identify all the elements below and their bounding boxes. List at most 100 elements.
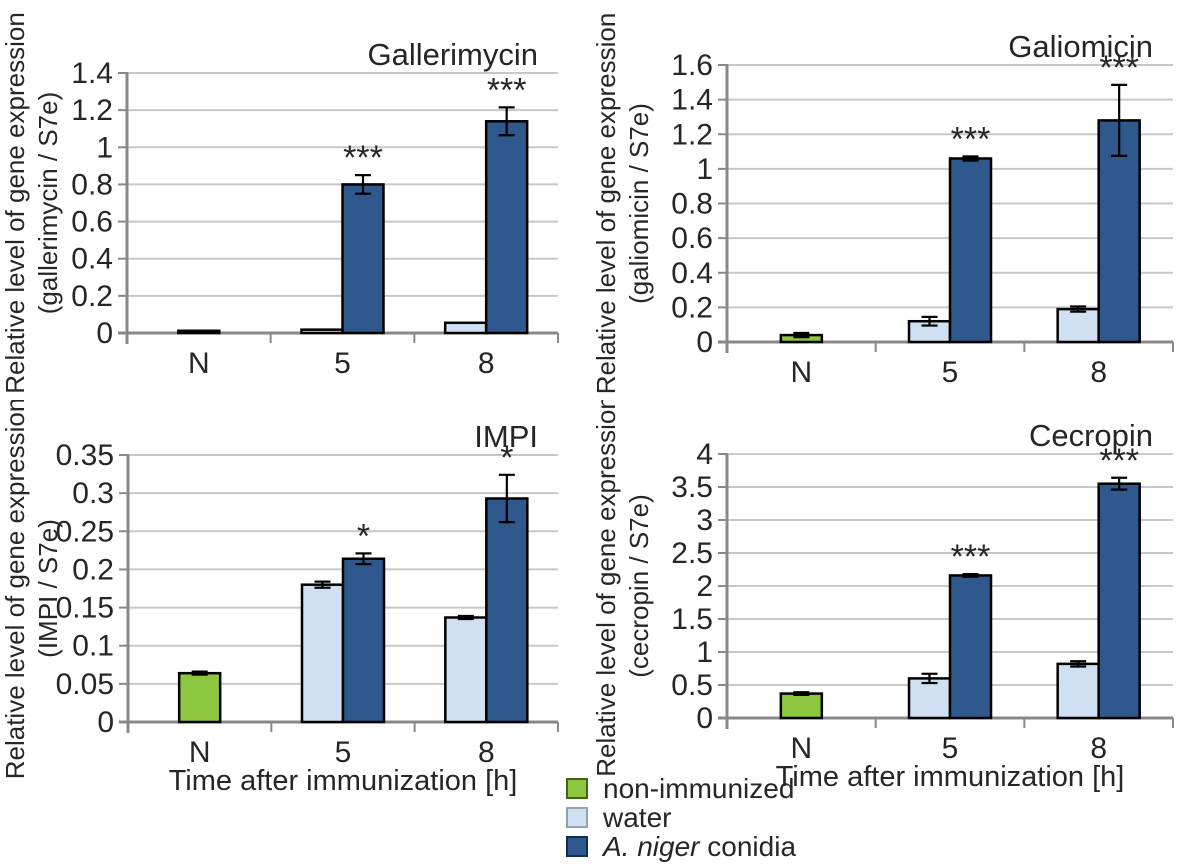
- bar: [300, 328, 344, 335]
- legend-item-conidia: A. niger conidia: [566, 831, 797, 862]
- y-tick-label: 0.2: [72, 553, 114, 586]
- bar: [948, 157, 993, 344]
- y-tick-label: 0.15: [56, 592, 114, 625]
- y-tick-label: 0.25: [56, 515, 114, 548]
- y-tick-label: 1: [696, 636, 713, 669]
- x-tick-label: N: [790, 356, 812, 389]
- chart-gallerimycin: 00.20.40.60.811.21.4N 5***8***Gallerimyci…: [0, 12, 559, 394]
- y-tick-label: 2.5: [671, 537, 713, 570]
- y-axis-label-line1: Relative level of gene expression: [0, 12, 30, 394]
- x-axis-label: Time after immunization [h]: [169, 765, 518, 797]
- bar: [484, 120, 529, 335]
- y-tick-label: 0.35: [56, 439, 114, 472]
- y-tick-label: 0.2: [671, 291, 713, 324]
- y-tick-label: 0.6: [671, 222, 713, 255]
- y-tick-label: 0: [97, 706, 114, 739]
- y-tick-label: 0.2: [71, 280, 113, 313]
- x-tick-label: N: [189, 736, 211, 769]
- y-tick-label: 3.5: [671, 471, 713, 504]
- x-tick-label: 5: [942, 732, 959, 765]
- legend: non-immunized water A. niger conidia: [566, 773, 797, 862]
- y-tick-label: 1: [696, 153, 713, 186]
- legend-label-text: non-immunized: [603, 773, 795, 804]
- y-tick-label: 2: [696, 570, 713, 603]
- y-axis-label-line1: Relative level of gene expression: [591, 13, 621, 395]
- chart-impi: 00.050.10.150.20.250.30.35N 5*8*IMPIRelat…: [0, 400, 559, 797]
- bar: [907, 677, 952, 720]
- y-tick-label: 0.05: [56, 668, 114, 701]
- y-axis-label-line2: (cecropin / S7e): [624, 494, 654, 678]
- y-tick-label: 3: [696, 504, 713, 537]
- legend-item-non-immunized: non-immunized: [566, 773, 796, 804]
- bar: [300, 583, 345, 724]
- x-tick-label: 5: [942, 356, 959, 389]
- significance-label: *: [357, 517, 370, 555]
- chart-cecropin: 00.511.522.533.54N 5***8***CecropinRelati…: [591, 400, 1174, 793]
- y-tick-label: 1.2: [71, 94, 113, 127]
- x-tick-label: 8: [478, 736, 495, 769]
- y-axis-label-line2: (IMPI / S7e): [33, 519, 63, 658]
- y-tick-label: 0.5: [671, 669, 713, 702]
- legend-item-water: water: [566, 802, 796, 833]
- x-tick-label: N: [790, 732, 812, 765]
- significance-label: ***: [1099, 442, 1139, 480]
- bar: [1097, 119, 1141, 344]
- bar: [948, 574, 993, 720]
- x-tick-label: 5: [334, 347, 351, 380]
- y-tick-label: 0.8: [671, 188, 713, 221]
- y-tick-label: 1.2: [671, 118, 713, 151]
- y-tick-label: 0.4: [671, 257, 713, 290]
- y-tick-label: 0.8: [71, 168, 113, 201]
- x-tick-label: N: [188, 347, 210, 380]
- x-tick-label: 8: [478, 347, 495, 380]
- bar: [1097, 482, 1141, 720]
- y-tick-label: 4: [696, 438, 713, 471]
- x-tick-label: 8: [1090, 732, 1107, 765]
- y-tick-label: 0.4: [71, 243, 113, 276]
- y-tick-label: 0: [696, 326, 713, 359]
- legend-label-text: water: [603, 802, 672, 833]
- y-axis-label-line2: (galiomicin / S7e): [624, 103, 654, 304]
- significance-label: ***: [951, 120, 991, 158]
- significance-label: ***: [487, 71, 527, 109]
- y-tick-label: 1.4: [71, 57, 113, 90]
- bar: [1056, 662, 1100, 720]
- y-tick-label: 1.5: [671, 603, 713, 636]
- significance-label: ***: [951, 538, 991, 576]
- y-axis-label-line2: (gallerimycin / S7e): [33, 92, 63, 315]
- y-tick-label: 1.4: [671, 84, 713, 117]
- chart-title: IMPI: [474, 419, 538, 454]
- legend-label-conidia: A. niger conidia: [603, 831, 797, 862]
- y-axis-label-line1: Relative level of gene expression: [591, 400, 621, 777]
- bar: [444, 616, 488, 724]
- x-tick-label: 8: [1090, 356, 1107, 389]
- significance-label: *: [500, 439, 513, 477]
- chart-title: Galiomicin: [1008, 29, 1153, 64]
- legend-swatch-water: [566, 807, 588, 828]
- y-tick-label: 0.1: [72, 630, 114, 663]
- x-tick-label: 5: [335, 736, 352, 769]
- legend-label-italic: A. niger: [603, 831, 700, 862]
- y-tick-label: 0: [696, 702, 713, 735]
- y-tick-label: 0.6: [71, 206, 113, 239]
- legend-swatch-non-immunized: [566, 778, 588, 799]
- x-axis-label: Time after immunization [h]: [776, 761, 1125, 793]
- legend-label-text: conidia: [699, 831, 797, 862]
- bar: [779, 692, 824, 720]
- bar: [485, 497, 529, 724]
- chart-title: Gallerimycin: [367, 37, 538, 72]
- significance-label: ***: [343, 139, 383, 177]
- legend-swatch-conidia: [566, 836, 588, 857]
- chart-galiomicin: 00.20.40.60.811.21.41.6N 5***8***Galiomic…: [591, 13, 1174, 395]
- y-tick-label: 0: [96, 317, 113, 350]
- legend-label-water: water: [603, 802, 672, 833]
- legend-label-non-immunized: non-immunized: [603, 773, 795, 804]
- y-axis-label-line1: Relative level of gene expression: [0, 400, 30, 779]
- bar: [1056, 307, 1100, 344]
- y-tick-label: 1: [96, 131, 113, 164]
- chart-title: Cecropin: [1029, 418, 1153, 453]
- bar: [443, 321, 488, 335]
- significance-label: ***: [1099, 49, 1139, 87]
- bar: [341, 557, 386, 724]
